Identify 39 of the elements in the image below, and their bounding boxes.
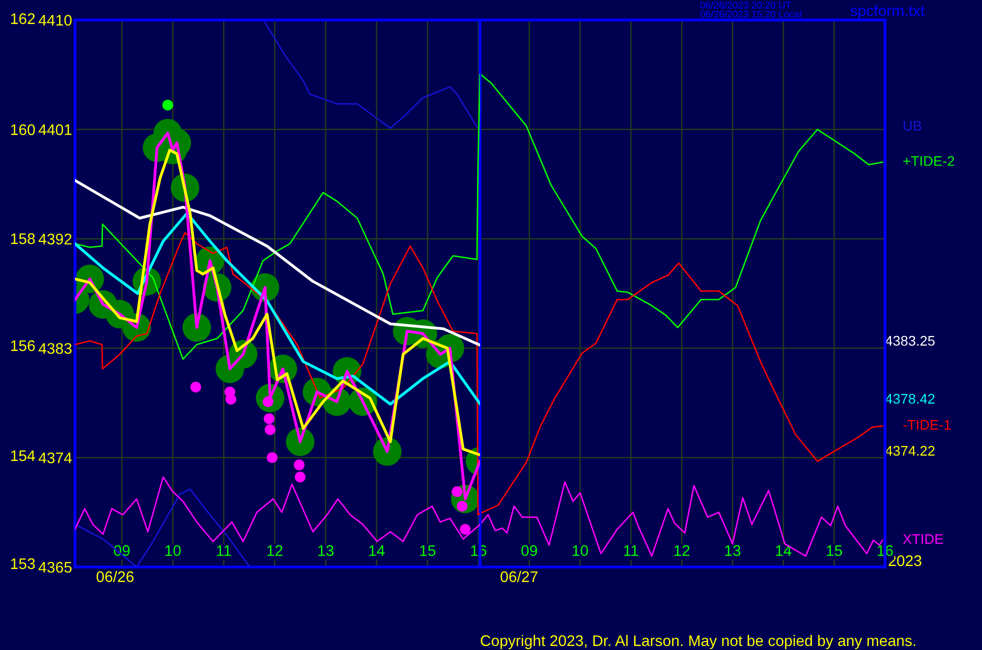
x-tick-label: 11 [624,545,638,556]
series-label: XTIDE [902,534,943,544]
text: 160 [11,124,35,136]
series-label: -TIDE-1 [903,420,951,430]
text: 4378.42 [885,394,935,404]
x-tick-label: 13 [725,545,740,556]
text: UB [904,121,922,131]
text: 162 [11,13,35,24]
y-tick-label: 4392 [38,234,72,244]
x-tick-label: 15 [420,545,436,556]
text: 06/26/2023 20:20 UT [700,1,792,9]
x-tick-label: 14 [369,545,385,556]
y-tick-label: 4410 [38,14,72,26]
x-tick-label: 14 [776,545,792,556]
x-tick-label: 11 [216,545,231,556]
y-tick-label: 4365 [38,562,72,573]
text: 156 [11,340,35,352]
y-tick-label: 4383 [38,343,72,354]
x-tick-label: 12 [267,545,282,556]
text: spcform.txt [850,4,925,20]
text: 153 [11,558,35,570]
text: 06/27 [500,570,538,582]
x-tick-label: 13 [318,545,334,556]
x-tick-label: 12 [674,545,690,556]
text: 158 [11,233,35,244]
y-tick-label: 4401 [38,124,72,136]
text: 06/26 [96,570,134,582]
x-tick-label: 15 [826,545,842,556]
text: 4374.22 [885,446,935,456]
text: 06/26/2023 15:20 Local [700,10,801,18]
y-tick-label: 4374 [38,452,72,464]
text: 154 [11,450,36,462]
x-tick-label: 10 [165,545,181,556]
x-tick-label: 09 [521,545,538,556]
series-label: +TIDE-2 [903,156,954,166]
x-tick-label: 10 [572,545,588,556]
x-tick-label: 09 [114,545,130,556]
text: 4383.25 [885,336,935,346]
text: Copyright 2023, Dr. Al Larson. May not be copied by any means. [480,634,916,650]
